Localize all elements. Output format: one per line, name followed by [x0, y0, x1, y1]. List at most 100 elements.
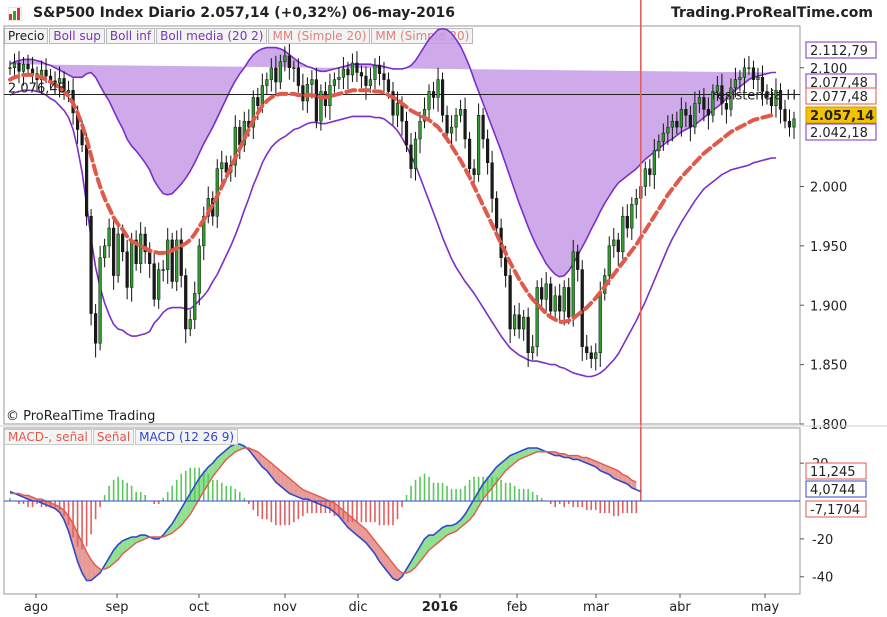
- candlestick[interactable]: [103, 238, 107, 268]
- candlestick[interactable]: [747, 55, 751, 75]
- candlestick[interactable]: [458, 99, 463, 123]
- candlestick[interactable]: [666, 115, 670, 145]
- candlestick[interactable]: [445, 105, 449, 143]
- candlestick[interactable]: [8, 60, 12, 75]
- candlestick[interactable]: [296, 58, 300, 93]
- candlestick[interactable]: [161, 260, 165, 282]
- candlestick[interactable]: [711, 84, 715, 123]
- legend-boll-media[interactable]: Boll media (20 2): [156, 28, 268, 44]
- candlestick[interactable]: [179, 228, 183, 288]
- candlestick[interactable]: [71, 78, 75, 125]
- candlestick[interactable]: [431, 82, 436, 110]
- candlestick[interactable]: [341, 57, 346, 90]
- candlestick[interactable]: [612, 228, 616, 258]
- candlestick[interactable]: [661, 123, 665, 151]
- candlestick[interactable]: [66, 80, 71, 103]
- candlestick[interactable]: [319, 84, 323, 131]
- candlestick[interactable]: [476, 103, 481, 182]
- candlestick[interactable]: [706, 97, 710, 130]
- candlestick[interactable]: [314, 67, 318, 129]
- candlestick[interactable]: [35, 66, 39, 92]
- candlestick[interactable]: [184, 268, 188, 344]
- candlestick[interactable]: [688, 105, 692, 142]
- candlestick[interactable]: [765, 84, 769, 105]
- candlestick[interactable]: [188, 310, 192, 337]
- candlestick[interactable]: [535, 280, 539, 357]
- candlestick[interactable]: [792, 111, 796, 139]
- candlestick[interactable]: [247, 109, 251, 137]
- candlestick[interactable]: [486, 129, 490, 175]
- candlestick[interactable]: [125, 239, 129, 300]
- candlestick[interactable]: [558, 283, 562, 324]
- candlestick[interactable]: [62, 71, 66, 100]
- candlestick[interactable]: [98, 245, 102, 351]
- candlestick[interactable]: [499, 218, 503, 268]
- candlestick[interactable]: [589, 345, 593, 369]
- candlestick[interactable]: [229, 155, 233, 182]
- candlestick[interactable]: [17, 51, 21, 84]
- candlestick[interactable]: [30, 57, 35, 84]
- site-name[interactable]: Trading.ProRealTime.com: [670, 5, 873, 21]
- candlestick[interactable]: [517, 302, 521, 339]
- candlestick[interactable]: [449, 115, 454, 145]
- candlestick[interactable]: [175, 230, 179, 291]
- candlestick[interactable]: [504, 245, 508, 288]
- candlestick[interactable]: [760, 65, 765, 106]
- candlestick[interactable]: [729, 78, 733, 117]
- candlestick[interactable]: [522, 310, 526, 341]
- candlestick[interactable]: [481, 108, 485, 149]
- candlestick[interactable]: [553, 286, 557, 321]
- candlestick[interactable]: [359, 65, 364, 88]
- candlestick[interactable]: [733, 67, 738, 98]
- candlestick[interactable]: [598, 281, 602, 368]
- candlestick[interactable]: [323, 82, 328, 118]
- candlestick[interactable]: [328, 73, 332, 120]
- candlestick[interactable]: [283, 46, 287, 72]
- candlestick[interactable]: [202, 206, 206, 261]
- legend-ma-2[interactable]: MM (Simple 20): [371, 28, 474, 44]
- legend-macd-hist[interactable]: MACD-, señal: [4, 429, 92, 445]
- candlestick[interactable]: [80, 120, 84, 153]
- candlestick[interactable]: [625, 204, 629, 238]
- candlestick[interactable]: [112, 216, 116, 290]
- candlestick[interactable]: [630, 197, 634, 240]
- candlestick[interactable]: [436, 67, 440, 112]
- candlestick[interactable]: [454, 108, 458, 142]
- candlestick[interactable]: [576, 244, 580, 282]
- candlestick[interactable]: [211, 191, 215, 226]
- candlestick[interactable]: [134, 230, 138, 271]
- candlestick[interactable]: [567, 277, 571, 325]
- candlestick[interactable]: [44, 58, 48, 84]
- candlestick[interactable]: [720, 73, 724, 116]
- candlestick[interactable]: [652, 139, 656, 189]
- candlestick[interactable]: [648, 159, 652, 187]
- candlestick[interactable]: [440, 72, 445, 123]
- candlestick[interactable]: [783, 99, 787, 129]
- candlestick[interactable]: [346, 61, 350, 90]
- candlestick[interactable]: [549, 276, 553, 319]
- candlestick[interactable]: [130, 232, 134, 302]
- candlestick[interactable]: [562, 280, 566, 326]
- candlestick[interactable]: [368, 67, 373, 93]
- candlestick[interactable]: [657, 134, 661, 158]
- candlestick[interactable]: [702, 87, 706, 122]
- candlestick[interactable]: [242, 111, 246, 153]
- candlestick[interactable]: [413, 131, 418, 181]
- candlestick[interactable]: [508, 268, 512, 344]
- legend-macd[interactable]: MACD (12 26 9): [135, 429, 239, 445]
- candlestick[interactable]: [639, 174, 643, 206]
- candlestick[interactable]: [495, 191, 499, 236]
- candlestick[interactable]: [310, 70, 314, 99]
- candlestick[interactable]: [121, 224, 125, 262]
- candlestick[interactable]: [724, 96, 729, 124]
- legend-signal[interactable]: Señal: [92, 429, 135, 445]
- candlestick[interactable]: [256, 87, 260, 120]
- candlestick[interactable]: [107, 218, 111, 258]
- candlestick[interactable]: [287, 44, 291, 80]
- candlestick[interactable]: [404, 111, 409, 153]
- candlestick[interactable]: [603, 268, 607, 301]
- candlestick[interactable]: [643, 161, 647, 196]
- legend-boll-sup[interactable]: Boll sup: [49, 28, 105, 44]
- candlestick[interactable]: [675, 111, 679, 135]
